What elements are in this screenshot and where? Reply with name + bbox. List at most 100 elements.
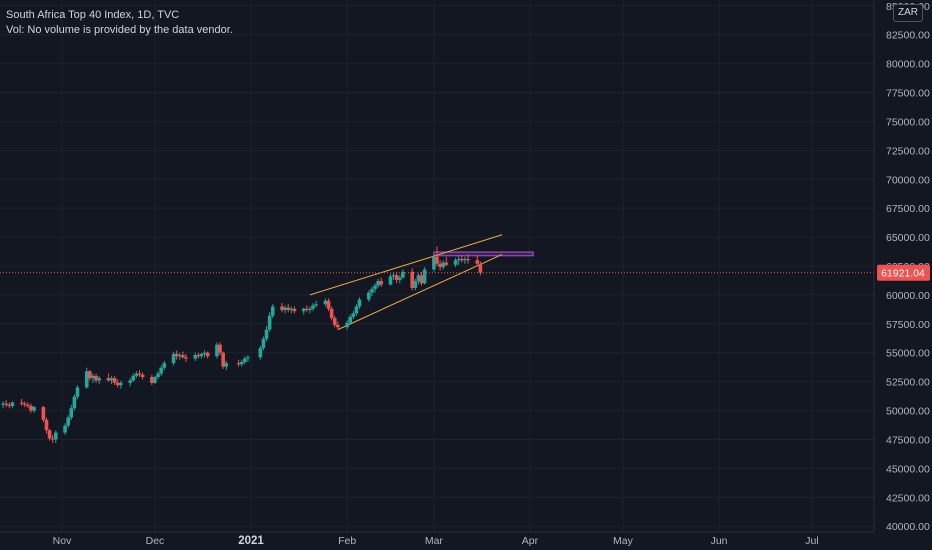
candle: [435, 246, 439, 266]
candle: [221, 351, 225, 369]
grid-lines: [0, 0, 874, 532]
candle: [422, 267, 427, 285]
chart-legend: South Africa Top 40 Index, 1D, TVC Vol: …: [6, 8, 233, 38]
candle: [159, 365, 163, 376]
candle: [53, 430, 58, 443]
candles: [1, 246, 483, 443]
candle: [63, 423, 67, 435]
candle: [10, 401, 15, 409]
candle: [379, 277, 384, 287]
channel-upper-line[interactable]: [309, 234, 503, 296]
candle: [280, 303, 284, 313]
candle: [311, 303, 315, 312]
candle: [314, 300, 318, 308]
candle: [171, 351, 176, 366]
candle: [388, 274, 393, 286]
time-tick-label: Apr: [522, 535, 539, 547]
price-axis[interactable]: 85000.0082500.0080000.0077500.0075000.00…: [873, 0, 932, 550]
candle: [4, 400, 8, 408]
candle: [19, 399, 24, 406]
price-tick-label: 50000.00: [886, 406, 930, 418]
candle: [162, 360, 167, 371]
candle: [398, 275, 402, 284]
candle: [1, 401, 5, 409]
price-tick-label: 72500.00: [886, 145, 930, 157]
candle: [7, 402, 12, 409]
price-tick-label: 57500.00: [886, 319, 930, 331]
candle: [97, 375, 101, 384]
candle: [243, 356, 247, 365]
candle: [156, 371, 160, 380]
candle: [239, 359, 244, 367]
currency-badge[interactable]: ZAR: [893, 4, 923, 22]
candle: [258, 345, 263, 360]
candle: [351, 311, 356, 320]
candle: [416, 272, 421, 285]
candle: [292, 306, 297, 314]
time-tick-label: Mar: [425, 535, 444, 547]
candle: [444, 256, 449, 266]
candle: [466, 254, 470, 264]
candle: [84, 367, 89, 389]
time-tick-label: Nov: [53, 535, 72, 547]
candle: [137, 370, 142, 378]
candle: [289, 306, 294, 314]
time-tick-label: Feb: [338, 535, 356, 547]
price-tick-label: 77500.00: [886, 88, 930, 100]
candle: [181, 351, 185, 359]
time-axis[interactable]: Nov Dec 2021 Feb Mar Apr May Jun Jul: [0, 531, 932, 550]
candle: [91, 373, 95, 383]
candle: [69, 404, 74, 420]
last-price-badge: [877, 264, 930, 281]
candle: [75, 385, 80, 399]
candle: [128, 378, 132, 387]
price-tick-label: 67500.00: [886, 203, 930, 215]
candle: [134, 371, 139, 379]
candle: [413, 278, 418, 291]
candle: [218, 342, 222, 356]
candle: [438, 260, 442, 271]
candle: [174, 350, 179, 360]
candle: [410, 268, 415, 291]
candle: [308, 306, 312, 314]
candle: [264, 326, 269, 342]
candle: [32, 405, 36, 413]
candle: [44, 417, 49, 434]
candle: [323, 298, 328, 307]
price-tick-label: 65000.00: [886, 232, 930, 244]
candle: [373, 283, 377, 293]
candle: [66, 415, 70, 428]
channel-lower-line[interactable]: [337, 253, 503, 331]
candle: [119, 380, 123, 389]
drawing-layer[interactable]: [309, 234, 534, 331]
candle: [47, 429, 52, 441]
resistance-zone[interactable]: [433, 251, 534, 257]
price-tick-label: 40000.00: [886, 521, 930, 533]
candle: [115, 379, 120, 388]
candle: [202, 350, 207, 358]
candle: [270, 304, 275, 319]
candle: [150, 374, 154, 386]
candle: [26, 402, 30, 409]
candle: [345, 320, 349, 330]
candle: [196, 352, 201, 359]
time-tick-label: Jun: [711, 535, 728, 547]
candle: [459, 255, 464, 263]
candle: [329, 306, 334, 321]
candle: [326, 298, 331, 312]
candle: [199, 352, 204, 359]
candle: [367, 290, 371, 302]
candle: [106, 373, 111, 382]
candle: [370, 286, 374, 297]
candle: [72, 394, 77, 411]
time-axis-bg: [0, 532, 932, 550]
price-tick-label: 45000.00: [886, 463, 930, 475]
candle: [354, 304, 359, 316]
symbol-title[interactable]: South Africa Top 40 Index, 1D, TVC: [6, 9, 180, 21]
candle: [94, 373, 98, 383]
candle: [463, 256, 467, 264]
candle: [22, 401, 27, 408]
candle: [50, 434, 55, 443]
candle: [357, 297, 362, 309]
